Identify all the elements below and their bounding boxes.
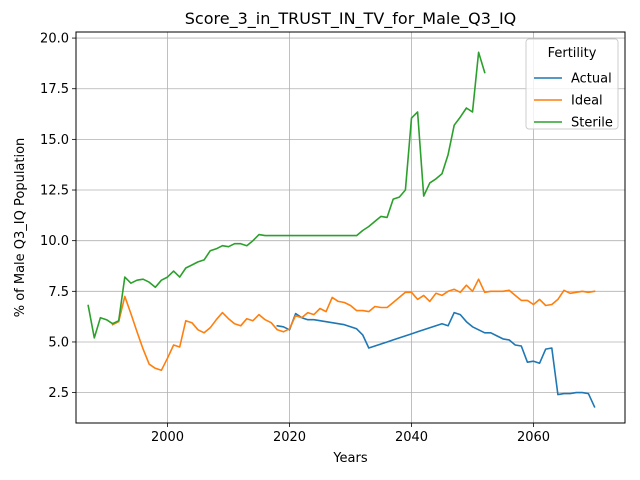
legend-label-sterile: Sterile xyxy=(571,116,613,131)
y-tick-label: 12.5 xyxy=(40,184,69,199)
y-tick-label: 15.0 xyxy=(40,133,69,148)
legend-label-ideal: Ideal xyxy=(571,94,603,109)
legend-box xyxy=(525,38,619,130)
series-lines xyxy=(87,51,596,408)
legend-title: Fertility xyxy=(548,46,597,61)
axis-ticks: 2000 2020 2040 2060 2.5 5.0 7.5 10.0 12.5 15.0 17.… xyxy=(40,32,550,445)
series-line-sterile xyxy=(87,51,486,339)
x-tick-label: 2040 xyxy=(395,430,428,445)
y-tick-label: 17.5 xyxy=(40,82,69,97)
chart-title: Score_3_in_TRUST_IN_TV_for_Male_Q3_IQ xyxy=(185,9,517,29)
series-line-ideal xyxy=(111,278,596,372)
y-axis-label: % of Male Q3_IQ Population xyxy=(13,138,28,318)
legend-label-actual: Actual xyxy=(571,72,612,87)
plot-area-frame xyxy=(75,31,626,424)
x-tick-label: 2020 xyxy=(273,430,306,445)
x-axis-label: Years xyxy=(332,451,368,466)
y-tick-label: 20.0 xyxy=(40,32,69,47)
y-tick-label: 5.0 xyxy=(48,335,69,350)
y-tick-label: 2.5 xyxy=(48,386,69,401)
x-tick-label: 2000 xyxy=(151,430,184,445)
y-tick-label: 10.0 xyxy=(40,234,69,249)
y-tick-label: 7.5 xyxy=(48,285,69,300)
series-line-actual xyxy=(276,311,596,408)
x-tick-label: 2060 xyxy=(517,430,550,445)
legend: Fertility Actual Ideal Sterile xyxy=(525,38,619,131)
